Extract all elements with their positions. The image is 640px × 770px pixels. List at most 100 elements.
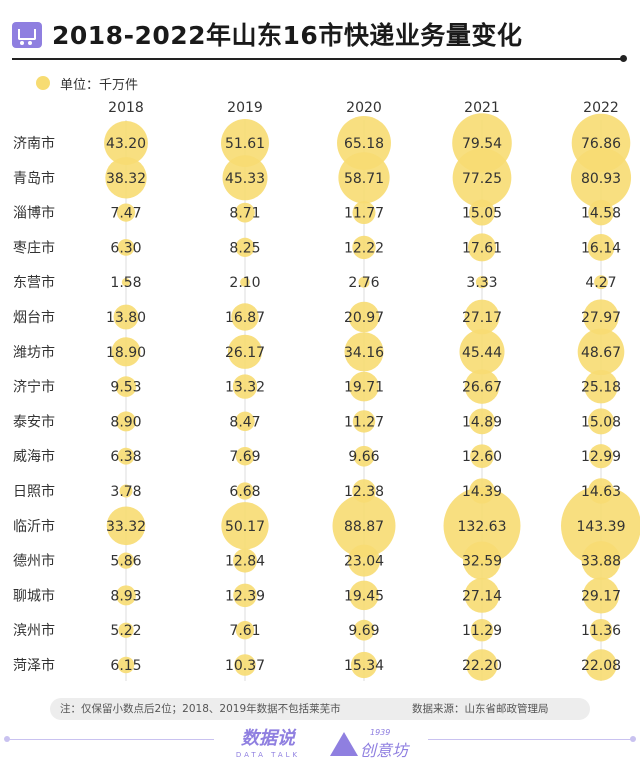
data-label: 58.71 xyxy=(344,171,384,187)
value-bubble xyxy=(105,157,147,199)
data-label: 13.80 xyxy=(106,310,146,326)
value-bubble xyxy=(221,119,269,167)
value-bubble xyxy=(119,484,133,498)
value-bubble xyxy=(469,199,495,226)
value-bubble xyxy=(344,332,384,372)
city-label: 泰安市 xyxy=(13,413,55,430)
value-bubble xyxy=(443,487,521,565)
data-label: 14.89 xyxy=(462,414,502,430)
data-label: 12.39 xyxy=(225,588,265,604)
data-label: 8.71 xyxy=(229,206,260,222)
city-label: 淄博市 xyxy=(13,205,55,222)
data-label: 9.69 xyxy=(348,623,379,639)
data-label: 19.71 xyxy=(344,380,384,396)
city-label: 青岛市 xyxy=(13,170,55,187)
data-label: 14.63 xyxy=(581,484,621,500)
brand-main-name: 数据说 xyxy=(241,728,295,749)
data-label: 26.67 xyxy=(462,380,502,396)
header: 2018-2022年山东16市快递业务量变化 xyxy=(0,0,640,62)
data-label: 12.22 xyxy=(344,240,384,256)
value-bubble xyxy=(232,374,258,399)
data-label: 11.29 xyxy=(462,623,502,639)
value-bubble xyxy=(235,237,255,257)
data-label: 14.58 xyxy=(581,206,621,222)
value-bubble xyxy=(467,233,497,262)
city-label: 聊城市 xyxy=(13,587,55,604)
city-label: 枣庄市 xyxy=(13,239,55,256)
value-bubble xyxy=(233,583,257,608)
data-label: 3.33 xyxy=(466,275,497,291)
data-label: 9.66 xyxy=(348,449,379,465)
data-label: 6.30 xyxy=(110,240,141,256)
value-bubble xyxy=(475,276,489,289)
city-label: 烟台市 xyxy=(13,309,55,326)
value-bubble xyxy=(352,410,376,433)
column-header-2021: 2021 xyxy=(464,100,500,116)
delivery-cart-icon xyxy=(12,22,42,48)
value-bubble xyxy=(459,329,505,375)
data-label: 77.25 xyxy=(462,171,502,187)
data-label: 38.32 xyxy=(106,171,146,187)
value-bubble xyxy=(117,239,135,256)
data-label: 29.17 xyxy=(581,588,621,604)
data-label: 7.69 xyxy=(229,449,260,465)
value-bubble xyxy=(466,649,498,681)
value-bubble xyxy=(350,651,378,679)
value-bubble xyxy=(588,408,614,435)
value-bubble xyxy=(594,275,608,290)
footer-divider-right xyxy=(428,739,632,740)
value-bubble xyxy=(118,622,134,638)
data-label: 34.16 xyxy=(344,345,384,361)
data-label: 26.17 xyxy=(225,345,265,361)
value-bubble xyxy=(452,148,512,208)
data-label: 7.61 xyxy=(229,623,260,639)
city-label: 济南市 xyxy=(13,135,55,152)
data-label: 143.39 xyxy=(577,519,626,535)
value-bubble xyxy=(338,152,390,204)
data-label: 27.97 xyxy=(581,310,621,326)
data-label: 18.90 xyxy=(106,345,146,361)
value-bubble xyxy=(221,502,269,550)
data-label: 4.27 xyxy=(585,275,616,291)
city-label: 临沂市 xyxy=(13,518,55,535)
data-label: 48.67 xyxy=(581,345,621,361)
value-bubble xyxy=(234,654,256,676)
data-label: 27.17 xyxy=(462,310,502,326)
value-bubble xyxy=(231,303,259,331)
column-header-2018: 2018 xyxy=(108,100,144,116)
city-label: 德州市 xyxy=(13,553,55,570)
data-label: 27.14 xyxy=(462,588,502,604)
value-bubble xyxy=(561,485,640,566)
value-bubble xyxy=(235,446,255,466)
data-label: 45.33 xyxy=(225,171,265,187)
footer-source: 数据来源：山东省邮政管理局 xyxy=(412,703,549,715)
data-label: 45.44 xyxy=(462,345,502,361)
city-label: 东营市 xyxy=(13,274,55,291)
value-bubble xyxy=(353,445,375,467)
legend-unit-label: 单位：千万件 xyxy=(60,78,139,93)
data-label: 15.34 xyxy=(344,658,384,674)
value-bubble xyxy=(570,147,632,208)
data-label: 13.32 xyxy=(225,380,265,396)
data-label: 7.47 xyxy=(110,206,141,222)
city-label: 日照市 xyxy=(13,483,55,500)
data-label: 16.14 xyxy=(581,240,621,256)
value-bubble xyxy=(236,482,254,500)
value-bubble xyxy=(589,618,613,642)
value-bubble xyxy=(464,369,500,404)
value-bubble xyxy=(116,203,136,222)
data-label: 12.60 xyxy=(462,449,502,465)
city-label: 滨州市 xyxy=(13,622,55,639)
footer-divider-left-dot xyxy=(4,736,10,742)
data-label: 23.04 xyxy=(344,554,384,570)
value-bubble xyxy=(235,620,255,640)
column-header-2020: 2020 xyxy=(346,100,382,116)
column-header-2019: 2019 xyxy=(227,100,263,116)
value-bubble xyxy=(470,444,494,469)
data-label: 17.61 xyxy=(462,240,502,256)
data-label: 11.77 xyxy=(344,206,384,222)
value-bubble xyxy=(347,544,381,577)
value-bubble xyxy=(587,233,615,261)
value-bubble xyxy=(464,578,500,613)
column-header-2022: 2022 xyxy=(583,100,619,116)
